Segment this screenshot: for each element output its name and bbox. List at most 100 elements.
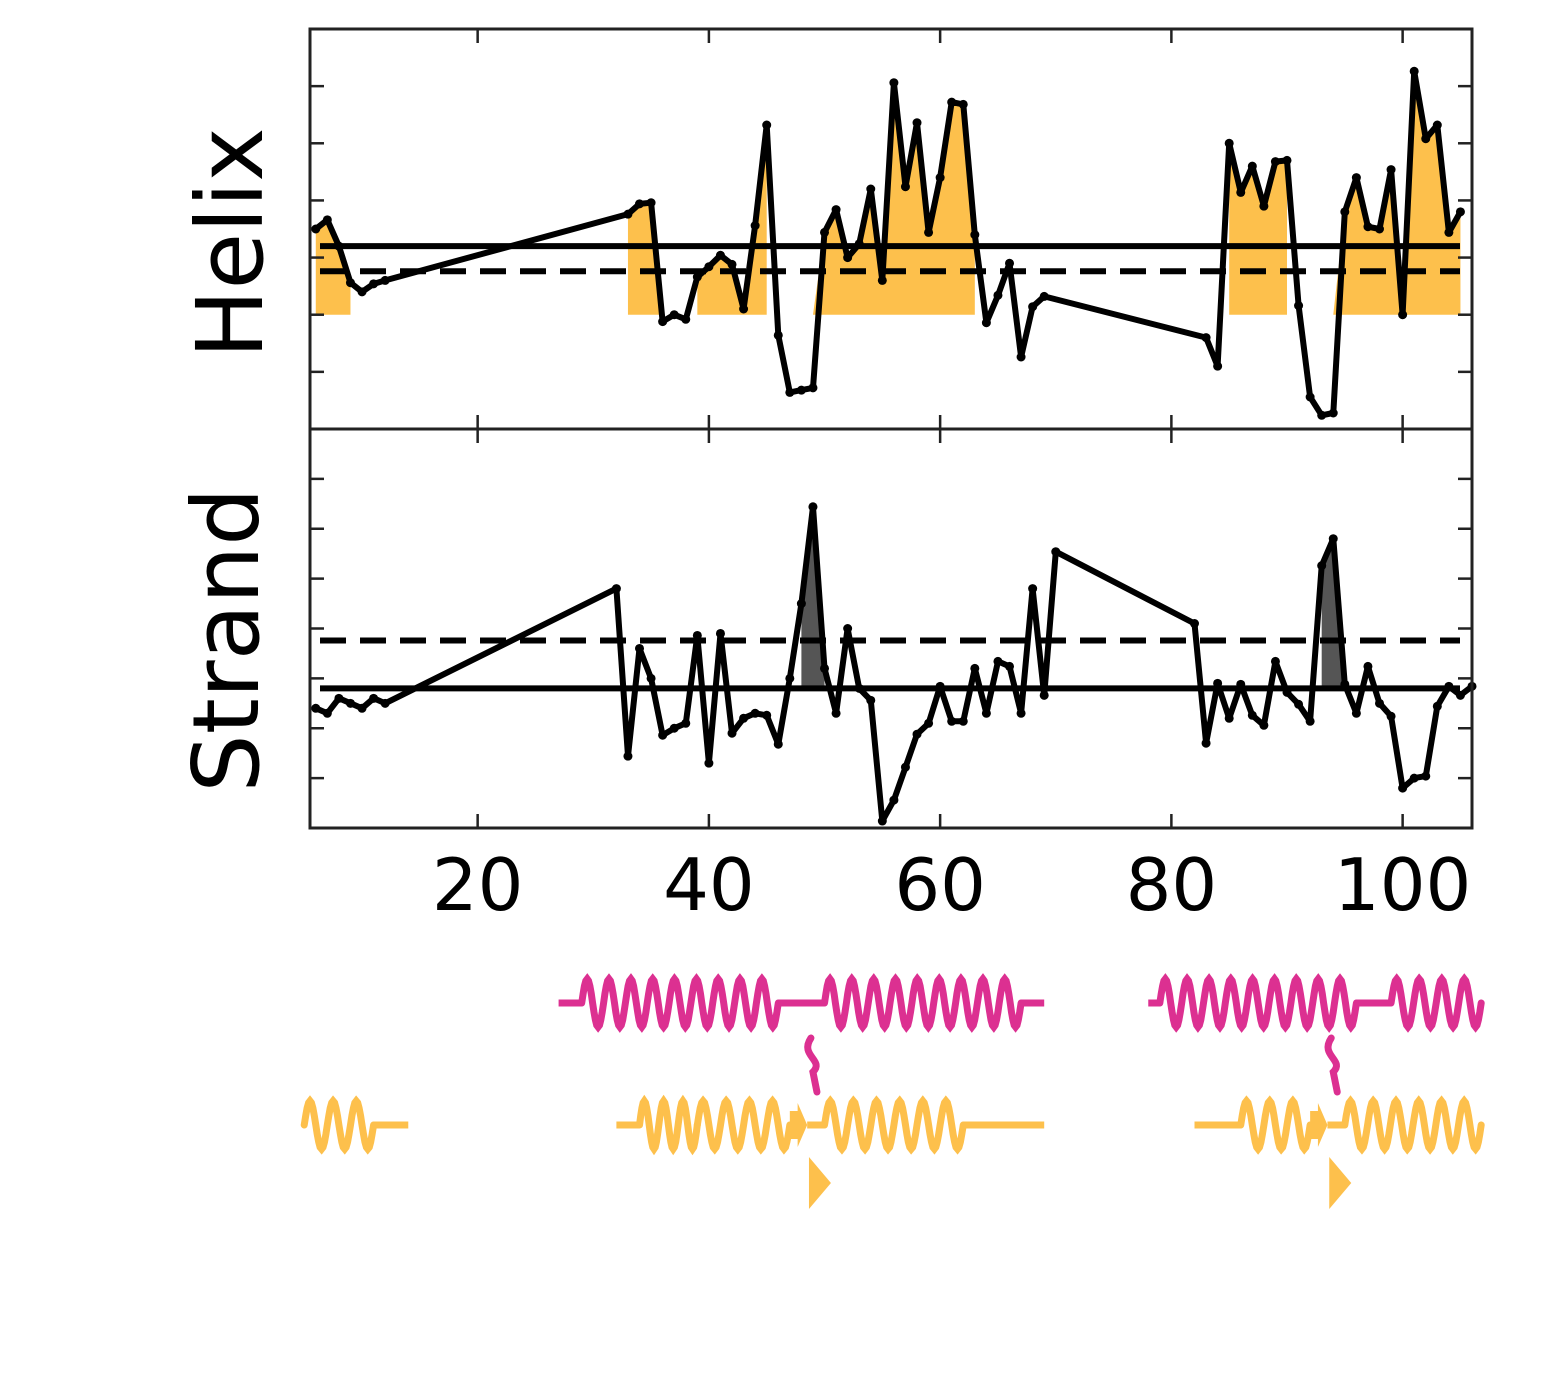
helix-data-point [1317,410,1327,420]
helix-panel: Helix [177,27,1474,431]
helix-data-point [1016,352,1026,362]
strand-data-point [704,758,714,768]
strand-data-point [1051,547,1061,557]
helix-data-point [715,250,725,260]
strand-data-point [900,762,910,772]
helix-data-point [924,227,934,237]
strand-data-point [924,718,934,728]
helix-data-point [1455,207,1465,217]
strand-data-point [369,693,379,703]
strand-data-point [1294,699,1304,709]
strand-data-point [1386,711,1396,721]
helix-data-point [1224,138,1234,148]
strand-data-point [935,681,945,691]
strand-data-point [715,628,725,638]
helix-data-point [877,275,887,285]
helix-data-point [1386,165,1396,175]
strand-data-point [1190,619,1200,629]
strand-data-point [1305,716,1315,726]
helix-data-point [866,184,876,194]
helix-data-point [369,279,379,289]
helix-data-point [623,209,633,219]
x-tick-label-20: 20 [432,843,524,927]
strand-fill-region-1 [1321,538,1345,689]
strand-data-point [808,502,818,512]
strand-data-point [820,663,830,673]
x-tick-labels: 20 40 60 80 100 [432,843,1472,927]
strand-data-point [785,673,795,683]
strand-data-point [981,708,991,718]
helix-data-point [1375,224,1385,234]
strand-data-point [345,698,355,708]
strand-plot-frame [308,427,1474,830]
strand-data-point [866,695,876,705]
helix-data-point [820,227,830,237]
helix-data-point [947,97,957,107]
strand-ticks [310,429,1472,828]
strand-data-point [1455,690,1465,700]
strand-data-point [993,656,1003,666]
strand-data-point [970,663,980,673]
strand-data-point [1236,679,1246,689]
structure-track-1 [300,1094,1485,1209]
helix-data-point [1005,258,1015,268]
strand-data-point [1247,710,1257,720]
strand-data-point [669,723,679,733]
strand-series-line [314,503,1474,824]
strand-data-point [611,584,621,594]
helix-data-point [646,198,656,208]
track-0-helix-segment [821,973,1025,1033]
helix-data-point [1213,361,1223,371]
x-tick-label-100: 100 [1334,843,1471,927]
structure-track-0 [558,973,1485,1096]
helix-data-point [796,385,806,395]
track-1-helix-segment [821,1095,967,1155]
track-1-helix-segment [300,1095,378,1155]
track-1-strand-arrow [1310,1103,1328,1147]
strand-data-point [1409,773,1419,783]
strand-data-point [1270,656,1280,666]
helix-data-point [334,241,344,251]
strand-data-point [635,643,645,653]
strand-data-point [739,713,749,723]
helix-data-point [1259,201,1269,211]
strand-data-point [843,624,853,633]
helix-data-point [345,278,355,288]
helix-data-point [1421,134,1431,144]
strand-data-point [658,730,668,740]
helix-data-point [658,317,668,327]
strand-data-point [1444,681,1454,691]
strand-data-point [311,703,321,713]
helix-data-point [785,387,795,397]
track-1-helix-segment [1237,1095,1314,1155]
helix-data-point [727,259,737,269]
helix-fill-region-2 [697,125,767,315]
track-0-turn-mark [804,1034,821,1096]
strand-data-point [1328,534,1338,544]
strand-data-point [334,693,344,703]
track-1-strand-mark [1329,1157,1352,1209]
helix-data-point [1282,155,1292,165]
strand-data-point [1213,678,1223,688]
helix-fill-region-5 [1333,71,1461,315]
helix-data-point [1363,222,1373,232]
helix-data-point [993,290,1003,300]
strand-data-point [773,739,783,749]
strand-data-point [380,698,390,708]
strand-data-point [1201,738,1211,748]
helix-data-point [773,330,783,340]
helix-data-point [1236,187,1246,197]
strand-data-point [796,599,806,609]
strand-data-point [1421,771,1431,781]
strand-data-point [1351,708,1361,718]
track-1-helix-segment [693,1095,794,1155]
track-1-strand-mark [808,1157,831,1209]
x-tick-label-60: 60 [894,843,986,927]
helix-data-point [1398,310,1408,320]
helix-data-point [750,221,760,231]
strand-data-point [646,673,656,683]
helix-data-point [1409,66,1419,76]
helix-fill-region-1 [627,202,663,315]
strand-data-point [831,708,841,718]
strand-data-point [623,751,633,761]
